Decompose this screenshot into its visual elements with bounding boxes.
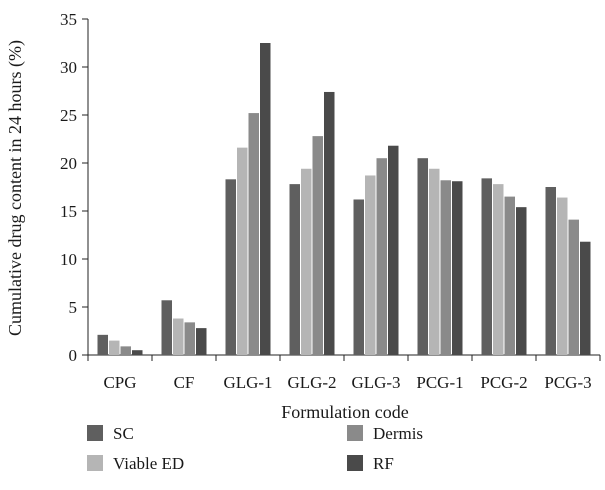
legend-swatch-rf (347, 455, 363, 471)
legend-label-viable-ed: Viable ED (113, 454, 184, 473)
bar-viable-ed-pcg-3 (557, 197, 568, 355)
x-axis-label: Formulation code (281, 402, 408, 422)
bar-dermis-pcg-2 (504, 196, 515, 355)
bar-sc-pcg-3 (545, 187, 556, 355)
bar-rf-glg-1 (260, 43, 271, 355)
x-tick-label: CF (174, 373, 195, 392)
bar-viable-ed-glg-3 (365, 175, 376, 355)
bar-dermis-pcg-1 (440, 180, 451, 355)
bar-dermis-glg-3 (376, 158, 387, 355)
bar-viable-ed-cf (173, 318, 184, 355)
y-tick-label: 30 (60, 58, 77, 77)
bar-dermis-cpg (120, 346, 131, 355)
bar-rf-glg-2 (324, 91, 335, 356)
bar-sc-cpg (97, 334, 108, 355)
bar-dermis-glg-1 (248, 113, 259, 355)
y-tick-label: 5 (69, 298, 78, 317)
x-tick-label: PCG-3 (544, 373, 591, 392)
bar-sc-glg-2 (289, 184, 300, 355)
bar-sc-pcg-2 (481, 178, 492, 355)
legend-swatch-viable-ed (87, 455, 103, 471)
legend-label-sc: SC (113, 424, 134, 443)
y-tick-label: 0 (69, 346, 78, 365)
y-tick-label: 15 (60, 202, 77, 221)
x-tick-label: PCG-1 (416, 373, 463, 392)
y-tick-label: 20 (60, 154, 77, 173)
bar-sc-glg-1 (225, 179, 236, 355)
bar-rf-cf (196, 328, 207, 355)
legend: SC Viable ED Dermis RF (87, 424, 423, 473)
x-tick-label: GLG-1 (223, 373, 272, 392)
x-tick-label: CPG (103, 373, 136, 392)
legend-swatch-sc (87, 425, 103, 441)
bar-viable-ed-cpg (109, 340, 120, 355)
bar-dermis-glg-2 (312, 136, 323, 355)
bar-sc-glg-3 (353, 199, 364, 355)
x-tick-label: GLG-3 (351, 373, 400, 392)
bar-rf-cpg (132, 350, 143, 355)
bar-rf-pcg-2 (516, 207, 527, 355)
legend-label-rf: RF (373, 454, 394, 473)
plot-area: 0 5 10 15 20 25 30 35 CPG CF GLG-1 GLG-2 GLG-3 PCG-1 P… (60, 10, 601, 392)
y-tick-label: 35 (60, 10, 77, 29)
bar-viable-ed-pcg-2 (493, 184, 504, 355)
y-tick-label: 25 (60, 106, 77, 125)
bar-dermis-pcg-3 (568, 219, 579, 355)
x-tick-label: PCG-2 (480, 373, 527, 392)
bar-sc-pcg-1 (417, 158, 428, 355)
legend-swatch-dermis (347, 425, 363, 441)
legend-label-dermis: Dermis (373, 424, 423, 443)
y-axis-label: Cumulative drug content in 24 hours (%) (5, 40, 26, 336)
bar-viable-ed-glg-2 (301, 168, 312, 355)
bar-rf-pcg-3 (580, 241, 591, 355)
bar-sc-cf (161, 300, 172, 355)
bar-rf-glg-3 (388, 145, 399, 355)
bar-rf-pcg-1 (452, 181, 463, 355)
y-tick-label: 10 (60, 250, 77, 269)
bar-dermis-cf (184, 322, 195, 355)
bar-viable-ed-glg-1 (237, 147, 248, 355)
bar-viable-ed-pcg-1 (429, 168, 440, 355)
x-tick-label: GLG-2 (287, 373, 336, 392)
